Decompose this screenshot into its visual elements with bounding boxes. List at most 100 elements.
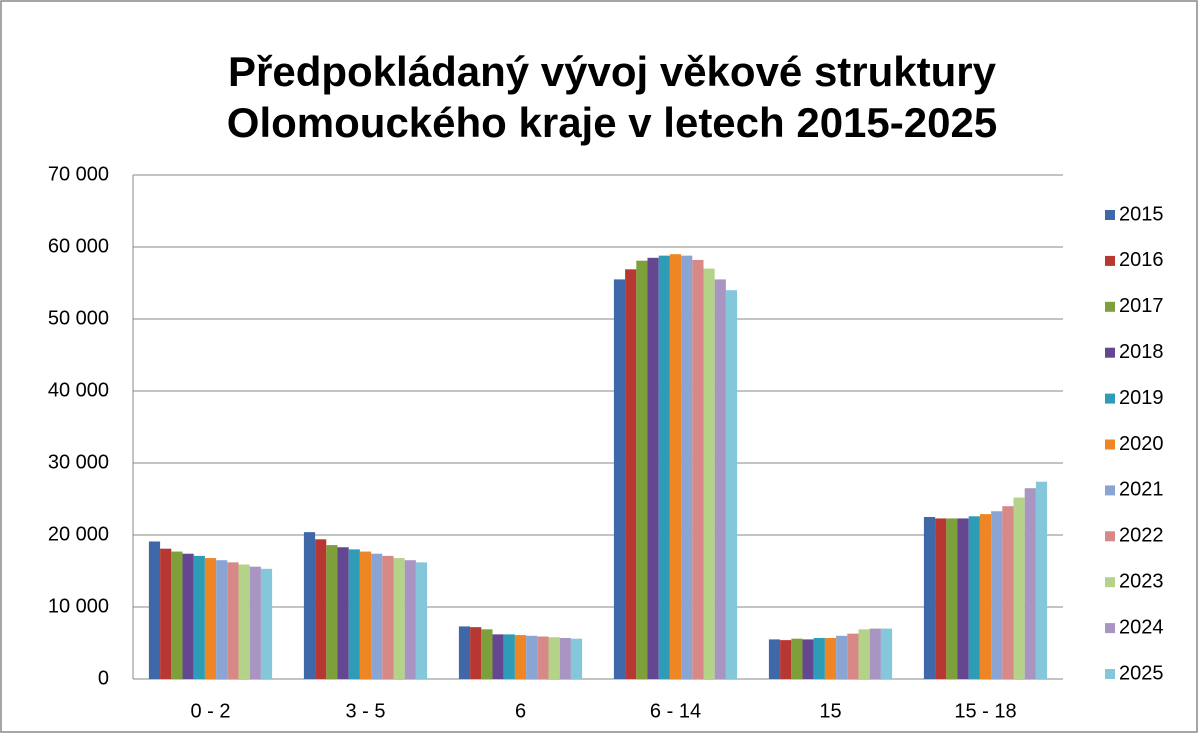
y-tick-label: 50 000 (48, 307, 109, 329)
bar (171, 551, 183, 679)
bar (193, 555, 205, 679)
y-tick-label: 40 000 (48, 379, 109, 401)
bar (647, 257, 659, 679)
bar (238, 564, 250, 679)
bar (492, 634, 504, 679)
bar (714, 279, 726, 679)
bar (768, 639, 781, 679)
bar (1002, 506, 1014, 679)
x-tick-label: 3 - 5 (345, 700, 385, 722)
bar (359, 551, 372, 679)
bar (957, 518, 969, 679)
bar (1013, 497, 1025, 679)
bar (847, 633, 859, 679)
bar (526, 635, 538, 679)
bar (692, 259, 704, 679)
bar (249, 566, 261, 679)
bar (923, 517, 936, 679)
bar (836, 635, 848, 679)
legend-label: 2016 (1119, 249, 1164, 271)
bar (968, 516, 980, 679)
legend-label: 2015 (1119, 203, 1164, 225)
bar (182, 553, 194, 679)
legend-swatch (1105, 347, 1115, 358)
bar (725, 290, 738, 679)
bar (348, 549, 360, 679)
y-tick-label: 0 (98, 667, 109, 689)
chart-title: Předpokládaný vývoj věkové struktury (228, 48, 997, 95)
bar (514, 635, 527, 679)
bar (382, 555, 394, 679)
x-tick-label: 15 - 18 (954, 700, 1016, 722)
y-tick-label: 20 000 (48, 523, 109, 545)
bar (824, 637, 837, 679)
x-tick-label: 15 (819, 700, 841, 722)
legend-label: 2020 (1119, 433, 1164, 455)
bar (326, 545, 338, 679)
y-tick-label: 70 000 (48, 163, 109, 185)
bar (481, 629, 493, 679)
bar (946, 518, 958, 679)
legend-swatch (1105, 393, 1115, 404)
bar (880, 628, 893, 679)
bar (791, 638, 803, 679)
bar (160, 548, 172, 679)
bar (148, 541, 161, 679)
legend-swatch (1105, 577, 1115, 588)
bar (503, 634, 515, 679)
bar (204, 558, 217, 679)
bar (404, 560, 416, 679)
bar (570, 638, 583, 679)
legend-swatch (1105, 669, 1115, 679)
legend-swatch (1105, 210, 1115, 220)
bar (991, 511, 1003, 679)
legend-swatch (1105, 439, 1115, 450)
bar (393, 558, 405, 679)
bar (559, 637, 571, 679)
bar (337, 547, 349, 679)
y-tick-label: 10 000 (48, 595, 109, 617)
y-tick-label: 30 000 (48, 451, 109, 473)
bar (1024, 488, 1036, 679)
bar (935, 518, 947, 679)
legend-label: 2022 (1119, 525, 1164, 547)
legend-swatch (1105, 255, 1115, 266)
y-tick-label: 60 000 (48, 235, 109, 257)
bar (415, 562, 428, 679)
bar (858, 629, 870, 679)
bar (548, 637, 560, 679)
bar (869, 628, 881, 679)
bar (303, 532, 316, 679)
bar (979, 514, 992, 679)
bar (216, 560, 228, 679)
legend-label: 2017 (1119, 295, 1164, 317)
bar (470, 627, 482, 679)
bar (802, 639, 814, 679)
legend-label: 2023 (1119, 570, 1164, 592)
x-tick-label: 0 - 2 (190, 700, 230, 722)
bar (1035, 481, 1048, 679)
bar (658, 255, 670, 679)
chart-title: Olomouckého kraje v letech 2015-2025 (227, 99, 997, 146)
legend-label: 2018 (1119, 341, 1164, 363)
bar (227, 562, 239, 679)
legend-label: 2019 (1119, 387, 1164, 409)
bar (458, 626, 471, 679)
legend-label: 2024 (1119, 616, 1164, 638)
bar (613, 279, 626, 679)
x-tick-label: 6 (515, 700, 526, 722)
bar (371, 553, 383, 679)
legend-swatch (1105, 531, 1115, 542)
legend-label: 2021 (1119, 479, 1164, 501)
bar (315, 539, 327, 679)
legend-swatch (1105, 301, 1115, 312)
legend-swatch (1105, 485, 1115, 496)
bar (636, 260, 648, 679)
bar (669, 254, 682, 679)
x-tick-label: 6 - 14 (650, 700, 701, 722)
legend-label: 2025 (1119, 662, 1164, 684)
bar (260, 568, 273, 679)
bar (681, 255, 693, 679)
bar (703, 268, 715, 679)
